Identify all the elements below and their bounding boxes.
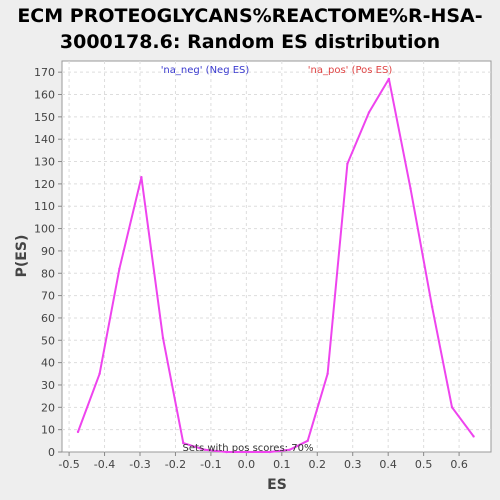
x-tick-label: -0.1 [200, 458, 221, 471]
data-point [140, 176, 142, 178]
legend-pos-label: 'na_pos' (Pos ES) [308, 65, 393, 76]
x-tick-label: 0.1 [273, 458, 291, 471]
y-tick-label: 60 [41, 312, 55, 325]
y-tick-label: 110 [34, 200, 55, 213]
x-tick-label: -0.3 [129, 458, 150, 471]
data-point [472, 435, 474, 437]
y-tick-label: 100 [34, 223, 55, 236]
data-point [451, 406, 453, 408]
y-tick-label: 90 [41, 245, 55, 258]
chart-title-line-2: 3000178.6: Random ES distribution [60, 31, 440, 53]
y-tick-label: 170 [34, 66, 55, 79]
y-tick-label: 120 [34, 178, 55, 191]
x-tick-label: 0.6 [450, 458, 468, 471]
y-tick-label: 50 [41, 334, 55, 347]
y-tick-label: 150 [34, 111, 55, 124]
data-point [431, 306, 433, 308]
data-point [307, 440, 309, 442]
x-tick-label: -0.4 [94, 458, 115, 471]
pos-scores-annotation: Sets with pos scores: 70% [183, 443, 314, 454]
y-tick-label: 10 [41, 424, 55, 437]
y-tick-label: 140 [34, 133, 55, 146]
data-point [118, 268, 120, 270]
data-point [346, 163, 348, 165]
data-point [368, 111, 370, 113]
x-tick-label: 0.5 [415, 458, 433, 471]
y-tick-label: 80 [41, 267, 55, 280]
y-tick-label: 20 [41, 401, 55, 414]
y-axis-ticks: 0 10 20 30 40 50 60 70 80 90 100 110 120 130 140 150 160… [34, 66, 62, 459]
legend-neg-label: 'na_neg' (Neg ES) [161, 65, 250, 76]
plot-area [62, 61, 491, 452]
y-tick-label: 0 [48, 446, 55, 459]
x-tick-label: -0.2 [165, 458, 186, 471]
data-point [77, 431, 79, 433]
y-tick-label: 40 [41, 357, 55, 370]
y-axis-title: P(ES) [14, 235, 30, 278]
y-tick-label: 70 [41, 290, 55, 303]
y-tick-label: 130 [34, 156, 55, 169]
x-axis-ticks: -0.5 -0.4 -0.3 -0.2 -0.1 0.0 0.1 0.2 0.3 0.4 0.5 0.… [58, 452, 467, 471]
data-point [409, 187, 411, 189]
data-point [388, 78, 390, 80]
y-tick-label: 160 [34, 89, 55, 102]
y-tick-label: 30 [41, 379, 55, 392]
chart-title-line-1: ECM PROTEOGLYCANS%REACTOME%R-HSA- [17, 5, 482, 27]
x-tick-label: 0.0 [238, 458, 256, 471]
data-point [326, 373, 328, 375]
x-tick-label: 0.2 [309, 458, 327, 471]
data-point [162, 337, 164, 339]
x-tick-label: 0.3 [344, 458, 362, 471]
x-tick-label: 0.4 [379, 458, 397, 471]
x-axis-title: ES [267, 477, 287, 493]
data-point [98, 373, 100, 375]
x-tick-label: -0.5 [58, 458, 79, 471]
